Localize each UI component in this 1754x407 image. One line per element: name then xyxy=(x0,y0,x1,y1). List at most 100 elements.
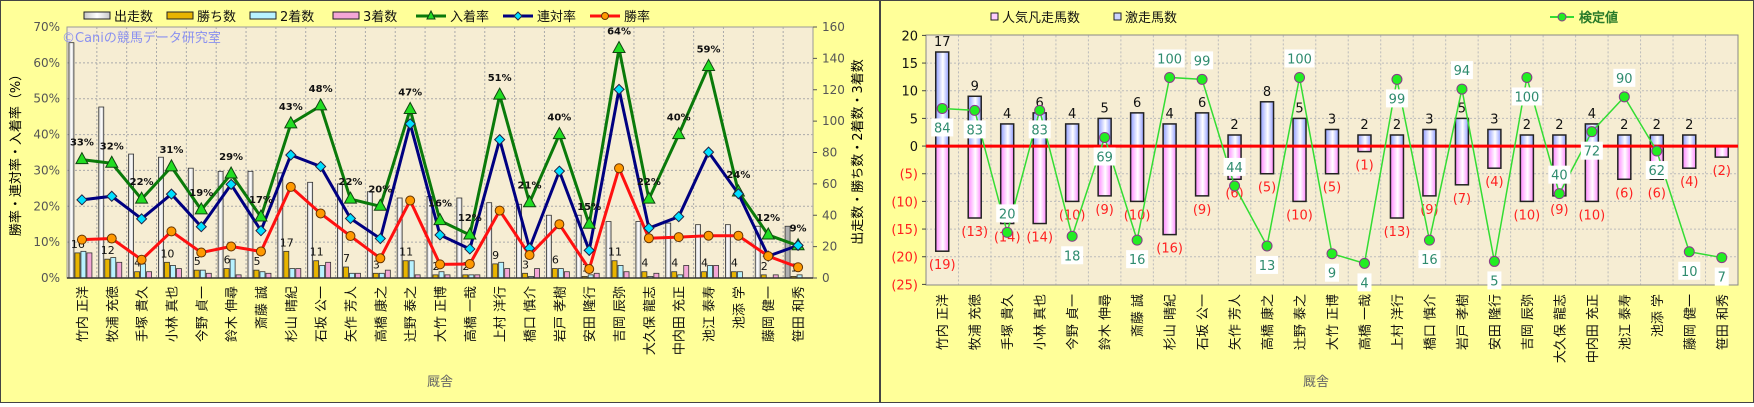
place-rate-data-label: 16% xyxy=(428,199,452,210)
category-label: 池江 泰寿 xyxy=(1618,294,1633,350)
legend-test-label: 検定値 xyxy=(1579,10,1618,26)
flop-count-label: (16) xyxy=(1156,242,1183,257)
runs-bar xyxy=(456,197,463,279)
place-rate-marker xyxy=(671,126,686,140)
place-rate-data-label: 43% xyxy=(279,102,303,113)
place-rate-data-label: 32% xyxy=(100,141,124,152)
left-lines: 33% 32%22%31%19%29%17%43%48%22%20%47%16%1… xyxy=(70,27,807,275)
test-value-marker xyxy=(969,104,981,116)
test-value-label-box xyxy=(963,120,986,139)
test-value-label-box xyxy=(1154,49,1185,68)
test-value-marker xyxy=(1521,71,1533,83)
quinella-rate-marker xyxy=(285,149,297,161)
flop-count-label: (4) xyxy=(1485,175,1503,190)
place-rate-marker xyxy=(582,216,597,229)
category-label: 池添 学 xyxy=(731,286,747,329)
right-y-axis: (25) (20) (15) (10) (5) 0 5 10 15 20 xyxy=(891,29,926,293)
category-label: 池添 学 xyxy=(1650,294,1666,337)
wins-data-label: 4 xyxy=(671,257,678,270)
wins-data-label: 11 xyxy=(310,246,324,259)
left-y-axis: 0% 10% 20% 30% 40% 50% 60% 70% xyxy=(33,20,813,285)
wins-bar xyxy=(731,271,737,279)
legend-flop-swatch xyxy=(990,12,999,21)
category-label: 高橋 一哉 xyxy=(463,286,479,342)
upset-count-label: 4 xyxy=(1068,107,1076,122)
quinella-rate-marker xyxy=(702,146,715,158)
quinella-rate-marker xyxy=(643,222,655,234)
test-value-label: 100 xyxy=(1157,52,1182,67)
category-label: 小林 真也 xyxy=(1034,294,1049,350)
left-x-axis: 竹内 正洋 牧浦 充徳 手塚 貴久 小林 真也 今野 貞一 鈴木 伸尋 斎藤 誠杉山 晴紀石… xyxy=(75,286,807,355)
quinella-rate-marker xyxy=(792,239,804,252)
second-place-bar xyxy=(289,268,296,279)
wins-bar xyxy=(402,260,409,279)
flop-count-label: (10) xyxy=(1059,208,1086,223)
test-value-label-box xyxy=(1061,246,1084,265)
wins-data-label: 4 xyxy=(134,257,141,270)
place-rate-data-label: 31% xyxy=(159,145,183,156)
category-label: 鈴木 伸尋 xyxy=(1099,294,1114,350)
win-rate-marker xyxy=(584,264,595,275)
test-value-label: 100 xyxy=(1514,90,1539,105)
flop-count-label: (5) xyxy=(1323,181,1341,196)
category-label: 斎藤 誠 xyxy=(254,286,270,329)
wins-bar xyxy=(343,266,349,279)
test-value-label-box xyxy=(1385,89,1408,108)
flop-count-label: (6) xyxy=(1615,186,1633,201)
y-tick-label: (15) xyxy=(891,223,918,238)
right-x-axis-title: 厩舎 xyxy=(1303,375,1329,390)
win-rate-marker xyxy=(494,205,505,216)
test-value-label: 5 xyxy=(1490,274,1498,289)
win-rate-marker xyxy=(166,226,177,237)
category-label: 藤岡 健一 xyxy=(762,286,777,342)
category-label: 吉岡 辰弥 xyxy=(1520,294,1536,350)
place-rate-marker xyxy=(761,226,776,240)
upset-count-label: 2 xyxy=(1620,118,1628,133)
flop-count-bar xyxy=(1617,145,1632,181)
legend-second-label: 2着数 xyxy=(280,9,314,25)
test-value-label-box xyxy=(1284,49,1315,68)
place-rate-data-label: 12% xyxy=(756,213,780,224)
test-value-marker xyxy=(1229,180,1241,192)
place-rate-marker xyxy=(104,155,119,168)
runs-bar xyxy=(396,197,403,279)
test-value-label: 99 xyxy=(1389,92,1406,107)
test-value-label: 90 xyxy=(1616,72,1633,87)
place-rate-data-label: 24% xyxy=(726,170,750,181)
category-label: 大久保 龍志 xyxy=(1552,294,1568,363)
place-rate-data-label: 22% xyxy=(130,177,154,188)
runs-bar xyxy=(187,167,194,279)
win-rate-marker xyxy=(106,233,117,244)
y-tick-label: 40% xyxy=(33,128,60,142)
quinella-rate-marker xyxy=(135,213,148,225)
right-legend: 人気凡走馬数 激走馬数 検定値 xyxy=(990,10,1618,26)
place-rate-data-label: 12% xyxy=(458,213,482,224)
test-value-label-box xyxy=(1256,255,1279,274)
y2-tick-label: 120 xyxy=(822,83,845,97)
third-place-bar xyxy=(563,271,570,279)
category-label: 笹田 和秀 xyxy=(791,286,807,342)
wins-data-label: 10 xyxy=(160,247,174,260)
place-rate-data-label: 40% xyxy=(667,113,691,124)
runs-bar xyxy=(128,153,135,279)
wins-data-label: 9 xyxy=(492,249,499,262)
wins-bar xyxy=(193,269,200,279)
runs-bar xyxy=(635,221,642,279)
place-rate-marker xyxy=(75,151,89,165)
legend-test-marker xyxy=(1557,12,1567,22)
flop-count-bar xyxy=(1324,145,1340,175)
flop-count-label: (9) xyxy=(1550,203,1568,218)
y-tick-label: 20 xyxy=(901,29,918,44)
test-value-label-box xyxy=(1223,157,1246,176)
legend-flop-label: 人気凡走馬数 xyxy=(1002,10,1080,26)
quinella-rate-marker xyxy=(195,221,207,233)
win-rate-marker xyxy=(673,232,684,243)
y2-tick-label: 60 xyxy=(822,177,837,191)
test-value-label-box xyxy=(1678,261,1701,280)
win-rate-marker xyxy=(524,250,535,261)
left-y2-axis-title: 出走数・勝ち数・2着数・3着数 xyxy=(850,59,866,245)
test-value-marker xyxy=(1358,257,1370,269)
place-rate-data-label: 51% xyxy=(488,73,512,84)
upset-count-label: 5 xyxy=(1295,101,1303,116)
left-y2-axis: 0 20 40 60 80 100 120 140 160 xyxy=(813,20,845,285)
